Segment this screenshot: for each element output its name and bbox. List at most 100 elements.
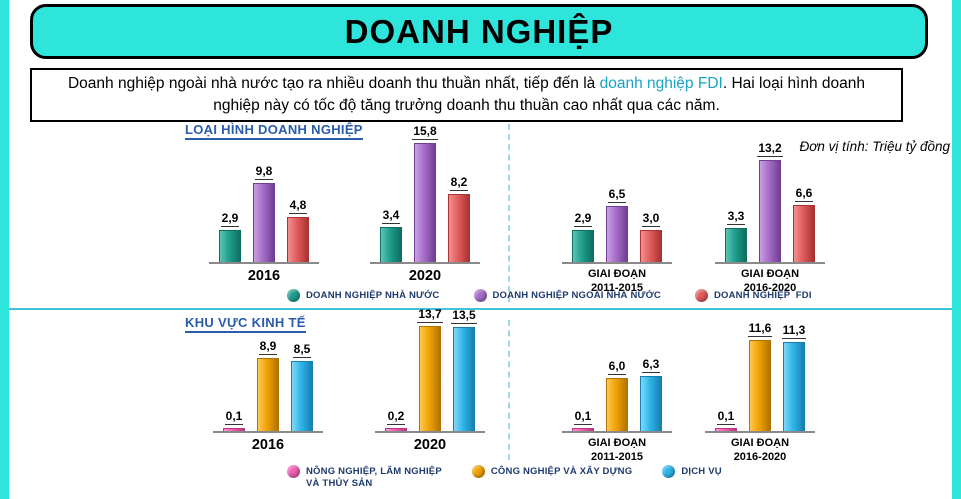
bar-item: 3,4 (380, 208, 402, 262)
bar-group-2016: 0,1 8,9 8,5 2016 (213, 339, 323, 467)
bar-group-2020: 3,4 15,8 8,2 2020 (370, 124, 480, 298)
bar (287, 217, 309, 262)
bar (419, 326, 441, 431)
section-title-loai-hinh-doanh-nghiep: LOẠI HÌNH DOANH NGHIỆP (185, 122, 363, 140)
bars: 0,1 6,0 6,3 (562, 357, 672, 433)
bar-value-label: 9,8 (254, 164, 274, 180)
bar (783, 342, 805, 431)
bar (793, 205, 815, 262)
bar-item: 13,5 (451, 308, 477, 431)
bar (572, 230, 594, 262)
bar-item: 2,9 (219, 211, 241, 262)
bars: 3,4 15,8 8,2 (370, 124, 480, 264)
bar (640, 376, 662, 431)
legend-color-dot (471, 465, 485, 478)
bar (414, 143, 436, 262)
left-edge-decoration (0, 0, 9, 499)
dashed-divider-top (508, 124, 510, 302)
bar-value-label: 13,7 (417, 307, 443, 323)
legend-item: DOANH NGHIỆP NGOÀI NHÀ NƯỚC (473, 289, 661, 302)
title-banner: DOANH NGHIỆP (30, 4, 928, 59)
legend-label: DỊCH VỤ (681, 466, 722, 477)
legend-item: DỊCH VỤ (662, 465, 722, 478)
bar-group-giai-doan-2016-2020: 3,3 13,2 6,6 GIAI ĐOẠN 2016-2020 (715, 141, 825, 298)
bar-item: 0,1 (715, 409, 737, 431)
bar (380, 227, 402, 262)
bar-value-label: 6,3 (641, 357, 661, 373)
category-label: 2020 (408, 268, 442, 284)
bar-value-label: 13,5 (451, 308, 477, 324)
bar (253, 183, 275, 262)
bar-item: 0,1 (223, 409, 245, 431)
legend-color-dot (694, 289, 708, 302)
section-title-khu-vuc-kinh-te: KHU VỰC KINH TẾ (185, 315, 306, 333)
summary-part2: . Hai loại hình doanh nghiệp này có tốc … (213, 75, 866, 114)
bar-value-label: 0,1 (716, 409, 736, 425)
bar (223, 428, 245, 431)
bar-value-label: 4,8 (288, 198, 308, 214)
bar-value-label: 0,1 (224, 409, 244, 425)
category-label: GIAI ĐOẠN 2016-2020 (740, 268, 800, 294)
bar-value-label: 11,6 (747, 321, 773, 337)
bar-item: 8,2 (448, 175, 470, 262)
bar-value-label: 13,2 (757, 141, 783, 157)
bar-value-label: 0,1 (573, 409, 593, 425)
bar-item: 0,2 (385, 409, 407, 431)
bar-item: 3,0 (640, 211, 662, 262)
category-label: GIAI ĐOẠN 2011-2015 (587, 268, 647, 294)
bar-item: 8,5 (291, 342, 313, 431)
bar-group-giai-doan-2016-2020: 0,1 11,6 11,3 GIAI ĐOẠN 2016-2020 (705, 321, 815, 467)
category-label: 2020 (413, 437, 447, 453)
legend-color-dot (287, 289, 300, 302)
legend-khu-vuc-kinh-te: NÔNG NGHIỆP, LÂM NGHIỆP VÀ THỦY SẢN CÔNG … (287, 465, 722, 491)
legend-color-dot (662, 465, 676, 478)
bar-item: 0,1 (572, 409, 594, 431)
legend-color-dot (473, 289, 487, 302)
bar (291, 361, 313, 431)
bar-item: 11,3 (781, 323, 807, 431)
dashed-divider-bottom (508, 320, 510, 460)
bar (453, 327, 475, 431)
bars: 0,1 8,9 8,5 (213, 339, 323, 433)
bar (749, 340, 771, 431)
legend-loai-hinh-doanh-nghiep: DOANH NGHIỆP NHÀ NƯỚC DOANH NGHIỆP NGOÀI … (287, 289, 812, 302)
bar-group-giai-doan-2011-2015: 2,9 6,5 3,0 GIAI ĐOẠN 2011-2015 (562, 187, 672, 298)
bar (572, 428, 594, 431)
bar-item: 3,3 (725, 209, 747, 262)
bar (725, 228, 747, 262)
bar-group-giai-doan-2011-2015: 0,1 6,0 6,3 GIAI ĐOẠN 2011-2015 (562, 357, 672, 467)
bar (219, 230, 241, 262)
category-label: GIAI ĐOẠN 2016-2020 (730, 437, 790, 463)
bar-item: 2,9 (572, 211, 594, 262)
bar-item: 6,3 (640, 357, 662, 431)
summary-text: Doanh nghiệp ngoài nhà nước tạo ra nhiều… (46, 73, 887, 117)
category-label: 2016 (247, 268, 281, 284)
legend-label: DOANH NGHIỆP NGOÀI NHÀ NƯỚC (492, 290, 661, 301)
summary-part1: Doanh nghiệp ngoài nhà nước tạo ra nhiều… (67, 75, 600, 92)
legend-item: DOANH NGHIỆP FDI (694, 289, 812, 302)
page-title: DOANH NGHIỆP (344, 12, 614, 50)
bar (606, 378, 628, 431)
legend-item: DOANH NGHIỆP NHÀ NƯỚC (287, 289, 440, 302)
bar-value-label: 6,6 (794, 186, 814, 202)
bar-value-label: 8,5 (292, 342, 312, 358)
legend-label: DOANH NGHIỆP NHÀ NƯỚC (306, 290, 440, 301)
bar-item: 13,2 (757, 141, 783, 262)
bar-value-label: 6,0 (607, 359, 627, 375)
bar-value-label: 2,9 (220, 211, 240, 227)
bar-item: 9,8 (253, 164, 275, 262)
bar (640, 230, 662, 262)
bar-value-label: 3,3 (726, 209, 746, 225)
bar-value-label: 15,8 (412, 124, 438, 140)
bar-value-label: 8,9 (258, 339, 278, 355)
bar-value-label: 2,9 (573, 211, 593, 227)
bar (606, 206, 628, 262)
right-edge-decoration (952, 0, 961, 499)
bars: 3,3 13,2 6,6 (715, 141, 825, 264)
bar-item: 6,5 (606, 187, 628, 262)
bars: 0,2 13,7 13,5 (375, 307, 485, 433)
bars: 0,1 11,6 11,3 (705, 321, 815, 433)
legend-item: NÔNG NGHIỆP, LÂM NGHIỆP VÀ THỦY SẢN (287, 465, 442, 491)
legend-color-dot (287, 465, 300, 478)
bar-value-label: 3,0 (641, 211, 661, 227)
